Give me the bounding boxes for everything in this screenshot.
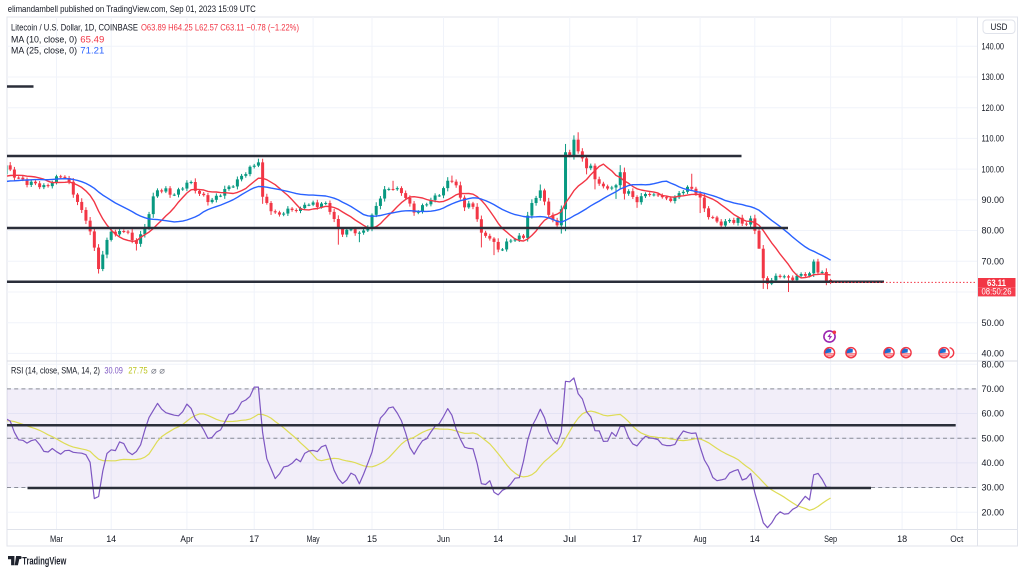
svg-text:17: 17: [632, 534, 642, 544]
svg-text:Litecoin / U.S. Dollar, 1D, CO: Litecoin / U.S. Dollar, 1D, COINBASE: [11, 23, 138, 33]
svg-text:Jul: Jul: [563, 534, 576, 544]
svg-text:May: May: [307, 534, 320, 544]
svg-text:100.00: 100.00: [982, 164, 1005, 174]
svg-text:40.00: 40.00: [982, 458, 1005, 468]
svg-text:120.00: 120.00: [982, 103, 1005, 113]
svg-text:⌀ ⌀: ⌀ ⌀: [151, 366, 166, 376]
svg-text:USD: USD: [991, 22, 1008, 32]
svg-text:80.00: 80.00: [982, 226, 1005, 236]
svg-text:70.00: 70.00: [982, 384, 1005, 394]
svg-text:40.00: 40.00: [982, 349, 1005, 359]
svg-text:Apr: Apr: [180, 534, 193, 544]
svg-text:Mar: Mar: [50, 534, 63, 544]
svg-text:RSI (14, close, SMA, 14, 2): RSI (14, close, SMA, 14, 2): [11, 366, 100, 376]
svg-text:Jun: Jun: [437, 534, 450, 544]
svg-text:50.00: 50.00: [982, 433, 1005, 443]
svg-text:20.00: 20.00: [982, 507, 1005, 517]
svg-text:14: 14: [493, 534, 503, 544]
svg-text:30.09: 30.09: [104, 366, 123, 376]
svg-text:71.21: 71.21: [80, 46, 104, 56]
svg-text:90.00: 90.00: [982, 195, 1005, 205]
svg-text:30.00: 30.00: [982, 483, 1005, 493]
svg-text:18: 18: [897, 534, 907, 544]
svg-text:27.75: 27.75: [128, 366, 147, 376]
svg-text:140.00: 140.00: [982, 42, 1005, 52]
svg-text:15: 15: [367, 534, 377, 544]
svg-text:17: 17: [249, 534, 259, 544]
svg-text:65.49: 65.49: [80, 34, 104, 44]
svg-text:elimandambell published on Tra: elimandambell published on TradingView.c…: [8, 4, 256, 14]
svg-text:Aug: Aug: [694, 534, 707, 544]
svg-text:70.00: 70.00: [982, 256, 1005, 266]
svg-text:Oct: Oct: [950, 534, 963, 544]
svg-text:08:50:26: 08:50:26: [982, 287, 1012, 297]
svg-text:MA (10, close, 0): MA (10, close, 0): [11, 34, 77, 44]
svg-text:110.00: 110.00: [982, 134, 1005, 144]
svg-text:MA (25, close, 0): MA (25, close, 0): [11, 46, 77, 56]
svg-text:O63.89 H64.25 L62.57 C63.11: O63.89 H64.25 L62.57 C63.11 −0.78 (−1.22…: [141, 23, 299, 33]
svg-text:TradingView: TradingView: [22, 556, 66, 568]
svg-text:130.00: 130.00: [982, 72, 1005, 82]
svg-text:50.00: 50.00: [982, 318, 1005, 328]
svg-text:60.00: 60.00: [982, 409, 1005, 419]
svg-text:80.00: 80.00: [982, 359, 1005, 369]
svg-text:14: 14: [750, 534, 760, 544]
svg-text:14: 14: [106, 534, 116, 544]
svg-text:Sep: Sep: [824, 534, 837, 544]
svg-text:63.11: 63.11: [987, 278, 1006, 288]
